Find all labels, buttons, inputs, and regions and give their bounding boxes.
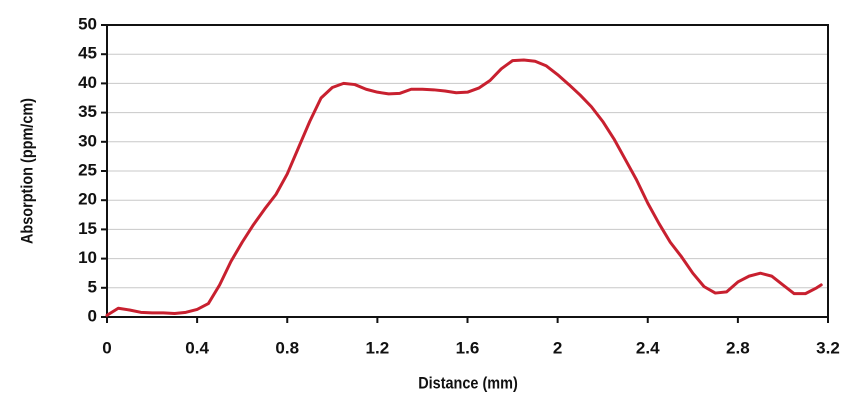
x-tick-label: 2.4 <box>636 338 660 357</box>
y-tick-label: 45 <box>78 44 97 63</box>
x-axis-label: Distance (mm) <box>418 374 518 392</box>
y-tick-label: 10 <box>78 248 97 267</box>
y-tick-label: 30 <box>78 131 97 150</box>
y-tick-label: 35 <box>78 102 97 121</box>
x-tick-label: 0.8 <box>275 338 299 357</box>
y-tick-label: 5 <box>88 277 97 296</box>
x-tick-label: 1.2 <box>366 338 390 357</box>
plot-frame <box>106 24 829 318</box>
y-axis-label: Absorption (ppm/cm) <box>18 98 36 244</box>
x-tick-label: 0 <box>102 338 111 357</box>
y-tick-label: 0 <box>88 306 97 325</box>
data-line <box>105 58 823 317</box>
x-tick-label: 3.2 <box>816 338 840 357</box>
y-tick-label: 20 <box>78 190 97 209</box>
x-tick-label: 0.4 <box>185 338 209 357</box>
x-tick-label: 2.8 <box>726 338 750 357</box>
y-tick-label: 15 <box>78 219 97 238</box>
x-tick-label: 1.6 <box>456 338 480 357</box>
y-tick-label: 50 <box>78 14 97 33</box>
x-tick-label: 2 <box>553 338 562 357</box>
y-tick-label: 40 <box>78 73 97 92</box>
y-tick-label: 25 <box>78 160 97 179</box>
